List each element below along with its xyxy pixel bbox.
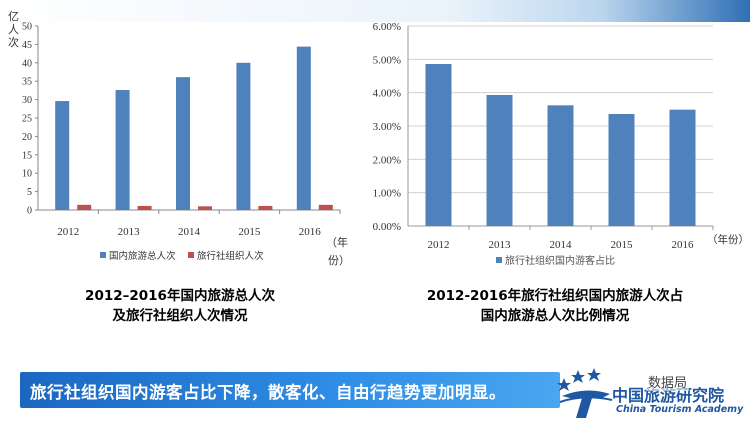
bar-agency-share	[486, 95, 513, 226]
y-tick-label: 15	[22, 150, 32, 161]
x-tick-label: 2016	[672, 239, 695, 251]
y-tick-label: 6.00%	[373, 21, 401, 33]
bar-agency-trips	[198, 206, 212, 210]
bar-agency-trips	[318, 204, 333, 210]
caption-right-line1: 2012-2016年旅行社组织国内旅游人次占	[426, 288, 684, 304]
legend-label: 旅行社组织人次	[197, 250, 264, 262]
bar-agency-share	[608, 114, 635, 226]
y-tick-label: 0.00%	[373, 221, 401, 233]
y-tick-label: 30	[22, 95, 32, 106]
bars	[425, 64, 714, 230]
legend-swatch	[188, 252, 194, 258]
bar-domestic-trips	[55, 101, 70, 210]
caption-right: 2012-2016年旅行社组织国内旅游人次占 国内旅游总人次比例情况	[395, 286, 715, 326]
bar-agency-trips	[258, 205, 273, 210]
y-tick-label: 40	[22, 58, 32, 69]
legend: 旅行社组织国内游客占比	[496, 254, 615, 267]
x-axis-unit: （年份）	[707, 233, 749, 246]
x-axis-unit: （年份）	[326, 235, 350, 267]
conclusion-banner: 旅行社组织国内游客占比下降，散客化、自由行趋势更加明显。	[20, 372, 560, 408]
bars	[55, 46, 341, 214]
x-tick-label: 2013	[118, 226, 141, 238]
bar-domestic-trips	[236, 62, 251, 210]
x-unit-label: （年份）	[707, 233, 749, 246]
chart-agency-share: 0.00% 1.00% 2.00% 3.00% 4.00% 5.00% 6.00% 2012…	[373, 21, 749, 267]
legend-swatch	[100, 252, 106, 258]
x-tick-label: 2016	[299, 226, 322, 238]
y-axis-label: 亿人次	[8, 10, 19, 49]
caption-left: 2012–2016年国内旅游总人次 及旅行社组织人次情况	[30, 286, 330, 326]
bar-agency-trips	[77, 204, 92, 210]
y-tick-label: 3.00%	[373, 121, 401, 133]
y-tick-label: 35	[22, 77, 32, 88]
watermark-text: 数据局	[646, 372, 690, 391]
logo-en-text: China Tourism Academy	[616, 404, 744, 415]
x-unit-label-line1: （年	[326, 235, 348, 249]
legend: 国内旅游总人次 旅行社组织人次	[100, 250, 264, 262]
x-tick-label: 2012	[428, 239, 450, 251]
y-axis-label-char: 次	[8, 35, 19, 49]
x-tick-label: 2015	[238, 226, 261, 238]
x-axis-ticks: 2012 2013 2014 2015 2016	[57, 226, 321, 238]
logo-emblem-icon	[557, 368, 613, 418]
logo-cn-text: 中国旅游研究院	[612, 386, 725, 405]
bar-agency-share	[547, 105, 574, 226]
x-tick-label: 2013	[489, 239, 512, 251]
bar-agency-share	[425, 64, 452, 226]
caption-left-line2: 及旅行社组织人次情况	[112, 308, 248, 324]
y-axis-ticks: 0.00% 1.00% 2.00% 3.00% 4.00% 5.00% 6.00%	[373, 21, 401, 233]
legend-label: 旅行社组织国内游客占比	[505, 254, 615, 267]
y-axis-ticks: 0 5 10 15 20 25 30 35 40 45 50	[22, 22, 38, 217]
academy-logo: 中国旅游研究院 China Tourism Academy 数据局	[556, 356, 750, 422]
bar-domestic-trips	[176, 77, 190, 210]
banner-text: 旅行社组织国内游客占比下降，散客化、自由行趋势更加明显。	[30, 383, 506, 402]
x-tick-label: 2014	[550, 239, 573, 251]
caption-right-line2: 国内旅游总人次比例情况	[480, 308, 630, 324]
bar-domestic-trips	[296, 46, 311, 210]
y-tick-label: 20	[22, 132, 32, 143]
y-tick-label: 50	[22, 22, 32, 33]
y-tick-label: 5.00%	[373, 54, 401, 66]
bar-domestic-trips	[115, 90, 130, 210]
x-unit-label-line2: 份）	[328, 254, 350, 267]
top-gradient-band	[0, 0, 750, 22]
legend-label: 国内旅游总人次	[109, 250, 176, 262]
y-axis-label-char: 人	[8, 23, 19, 36]
y-axis-label-char: 亿	[8, 10, 19, 23]
caption-left-line1: 2012–2016年国内旅游总人次	[85, 288, 275, 304]
y-tick-label: 0	[27, 206, 32, 217]
x-tick-label: 2012	[57, 226, 79, 238]
x-tick-label: 2015	[611, 239, 634, 251]
legend-swatch	[496, 257, 502, 263]
y-tick-label: 4.00%	[373, 88, 401, 100]
bar-agency-trips	[137, 205, 152, 210]
y-tick-label: 25	[22, 114, 32, 125]
y-tick-label: 5	[27, 187, 32, 198]
y-tick-label: 2.00%	[373, 154, 401, 166]
y-tick-label: 1.00%	[373, 188, 401, 200]
y-tick-label: 45	[22, 40, 32, 51]
bar-agency-share	[669, 109, 696, 226]
x-tick-label: 2014	[178, 226, 201, 238]
y-tick-label: 10	[22, 169, 32, 180]
x-axis-ticks: 2012 2013 2014 2015 2016	[428, 239, 695, 251]
